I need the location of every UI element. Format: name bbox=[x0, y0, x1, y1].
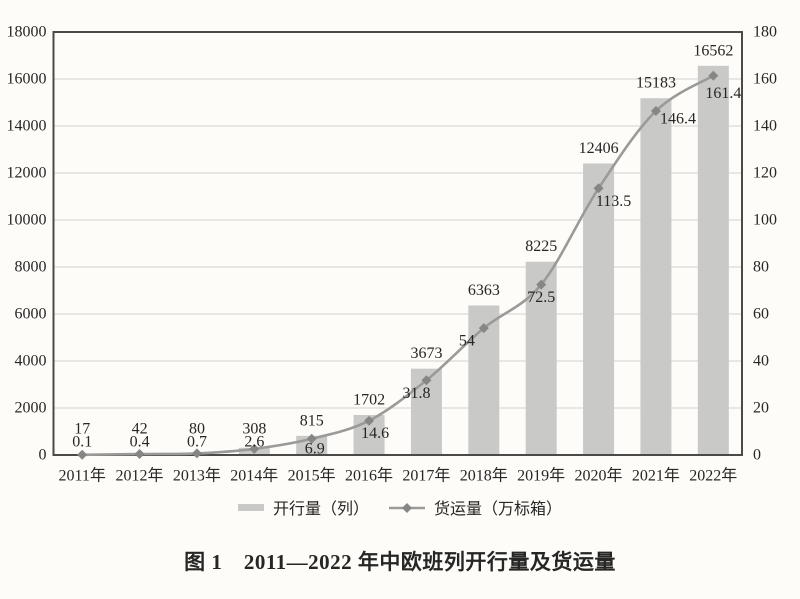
y-axis-left-tick: 10000 bbox=[7, 212, 47, 229]
bar-value-label: 15183 bbox=[636, 75, 676, 92]
line-value-label: 2.6 bbox=[244, 434, 264, 451]
line-marker-2017年 bbox=[421, 375, 432, 386]
x-axis-label: 2011年 bbox=[58, 467, 105, 485]
line-value-label: 146.4 bbox=[660, 110, 696, 127]
x-axis-label: 2021年 bbox=[632, 467, 680, 485]
bar-value-label: 17 bbox=[74, 421, 90, 438]
x-axis-label: 2022年 bbox=[689, 467, 737, 485]
line-marker-2013年 bbox=[191, 448, 202, 459]
line-marker-2021年 bbox=[650, 105, 661, 116]
plot-border bbox=[52, 31, 743, 456]
line-value-label: 0.4 bbox=[130, 434, 150, 451]
y-axis-right-tick: 40 bbox=[753, 353, 769, 370]
bar-2021年 bbox=[640, 98, 672, 456]
bar-value-label: 815 bbox=[300, 412, 324, 429]
x-axis-label: 2013年 bbox=[173, 467, 221, 485]
y-axis-right-tick: 120 bbox=[753, 165, 777, 182]
chart-svg: 17 42 80 308 815 1702 3673 6363 8225 12406 15183 16… bbox=[7, 24, 778, 485]
y-axis-right-tick: 140 bbox=[753, 118, 777, 135]
y-axis-left-tick: 8000 bbox=[15, 259, 47, 276]
y-axis-left-tick: 14000 bbox=[7, 118, 47, 135]
line-value-label: 161.4 bbox=[705, 85, 741, 102]
line-marker-2019年 bbox=[536, 279, 547, 290]
legend-label-bar: 开行量（列） bbox=[272, 501, 369, 518]
line-value-label: 0.1 bbox=[72, 434, 92, 451]
x-axis-label: 2016年 bbox=[345, 467, 393, 485]
y-axis-left-tick: 4000 bbox=[15, 353, 47, 370]
line-value-label: 54 bbox=[459, 333, 475, 350]
bar-value-label: 12406 bbox=[579, 140, 619, 157]
y-axis-right-tick: 100 bbox=[753, 212, 777, 229]
line-value-label: 72.5 bbox=[527, 289, 555, 306]
line-series-path bbox=[82, 74, 714, 457]
y-axis-left-tick: 6000 bbox=[15, 306, 47, 323]
line-value-label: 0.7 bbox=[187, 434, 207, 451]
line-marker-2012年 bbox=[134, 449, 145, 460]
x-axis-label: 2015年 bbox=[288, 467, 336, 485]
figure-caption: 图 1 2011—2022 年中欧班列开行量及货运量 bbox=[184, 550, 616, 574]
bar-value-label: 42 bbox=[132, 421, 148, 438]
y-axis-left-tick: 0 bbox=[39, 447, 47, 464]
bar-2022年 bbox=[697, 65, 729, 455]
bar-value-label: 308 bbox=[242, 421, 266, 438]
y-axis-left-tick: 2000 bbox=[15, 400, 47, 417]
legend-item-line: 货运量（万标箱） bbox=[389, 495, 562, 519]
x-axis-label: 2017年 bbox=[402, 467, 450, 485]
line-marker-2018年 bbox=[478, 323, 489, 334]
line-series-swatch bbox=[389, 501, 425, 513]
line-marker-2015年 bbox=[306, 433, 317, 444]
x-axis-label: 2019年 bbox=[517, 467, 565, 485]
line-marker-2022年 bbox=[708, 70, 719, 81]
line-value-label: 31.8 bbox=[402, 385, 430, 402]
line-marker-2014年 bbox=[249, 443, 260, 454]
legend-item-bar: 开行量（列） bbox=[237, 495, 369, 519]
x-axis-label: 2012年 bbox=[116, 467, 164, 485]
bar-series-swatch bbox=[237, 503, 264, 511]
bar-value-label: 16562 bbox=[693, 42, 733, 59]
bar-value-label: 6363 bbox=[468, 282, 500, 299]
x-axis-label: 2018年 bbox=[460, 467, 508, 485]
y-axis-right-tick: 80 bbox=[753, 259, 769, 276]
line-marker-2016年 bbox=[364, 415, 375, 426]
line-marker-2011年 bbox=[77, 449, 88, 460]
bar-value-label: 1702 bbox=[353, 392, 385, 409]
bar-value-label: 8225 bbox=[525, 238, 557, 255]
legend-label-line: 货运量（万标箱） bbox=[434, 501, 563, 518]
line-value-label: 113.5 bbox=[596, 193, 631, 210]
y-axis-right-tick: 180 bbox=[753, 24, 777, 41]
legend-diamond-icon bbox=[402, 503, 412, 513]
x-axis-label: 2014年 bbox=[230, 467, 278, 485]
y-axis-left-tick: 18000 bbox=[7, 24, 47, 41]
y-axis-right-tick: 60 bbox=[753, 306, 769, 323]
y-axis-left-tick: 12000 bbox=[7, 165, 47, 182]
y-axis-right-tick: 20 bbox=[753, 400, 769, 417]
line-marker-2020年 bbox=[593, 183, 604, 194]
line-value-label: 6.9 bbox=[305, 441, 325, 458]
x-axis-label: 2020年 bbox=[575, 467, 623, 485]
line-value-label: 14.6 bbox=[361, 425, 389, 442]
y-axis-left-tick: 16000 bbox=[7, 71, 47, 88]
y-axis-right-tick: 160 bbox=[753, 71, 777, 88]
bar-2020年 bbox=[583, 163, 615, 456]
bar-value-label: 80 bbox=[189, 421, 205, 438]
bar-value-label: 3673 bbox=[410, 345, 442, 362]
chart-legend: 开行量（列） 货运量（万标箱） bbox=[0, 496, 800, 518]
y-axis-right-tick: 0 bbox=[753, 447, 761, 464]
